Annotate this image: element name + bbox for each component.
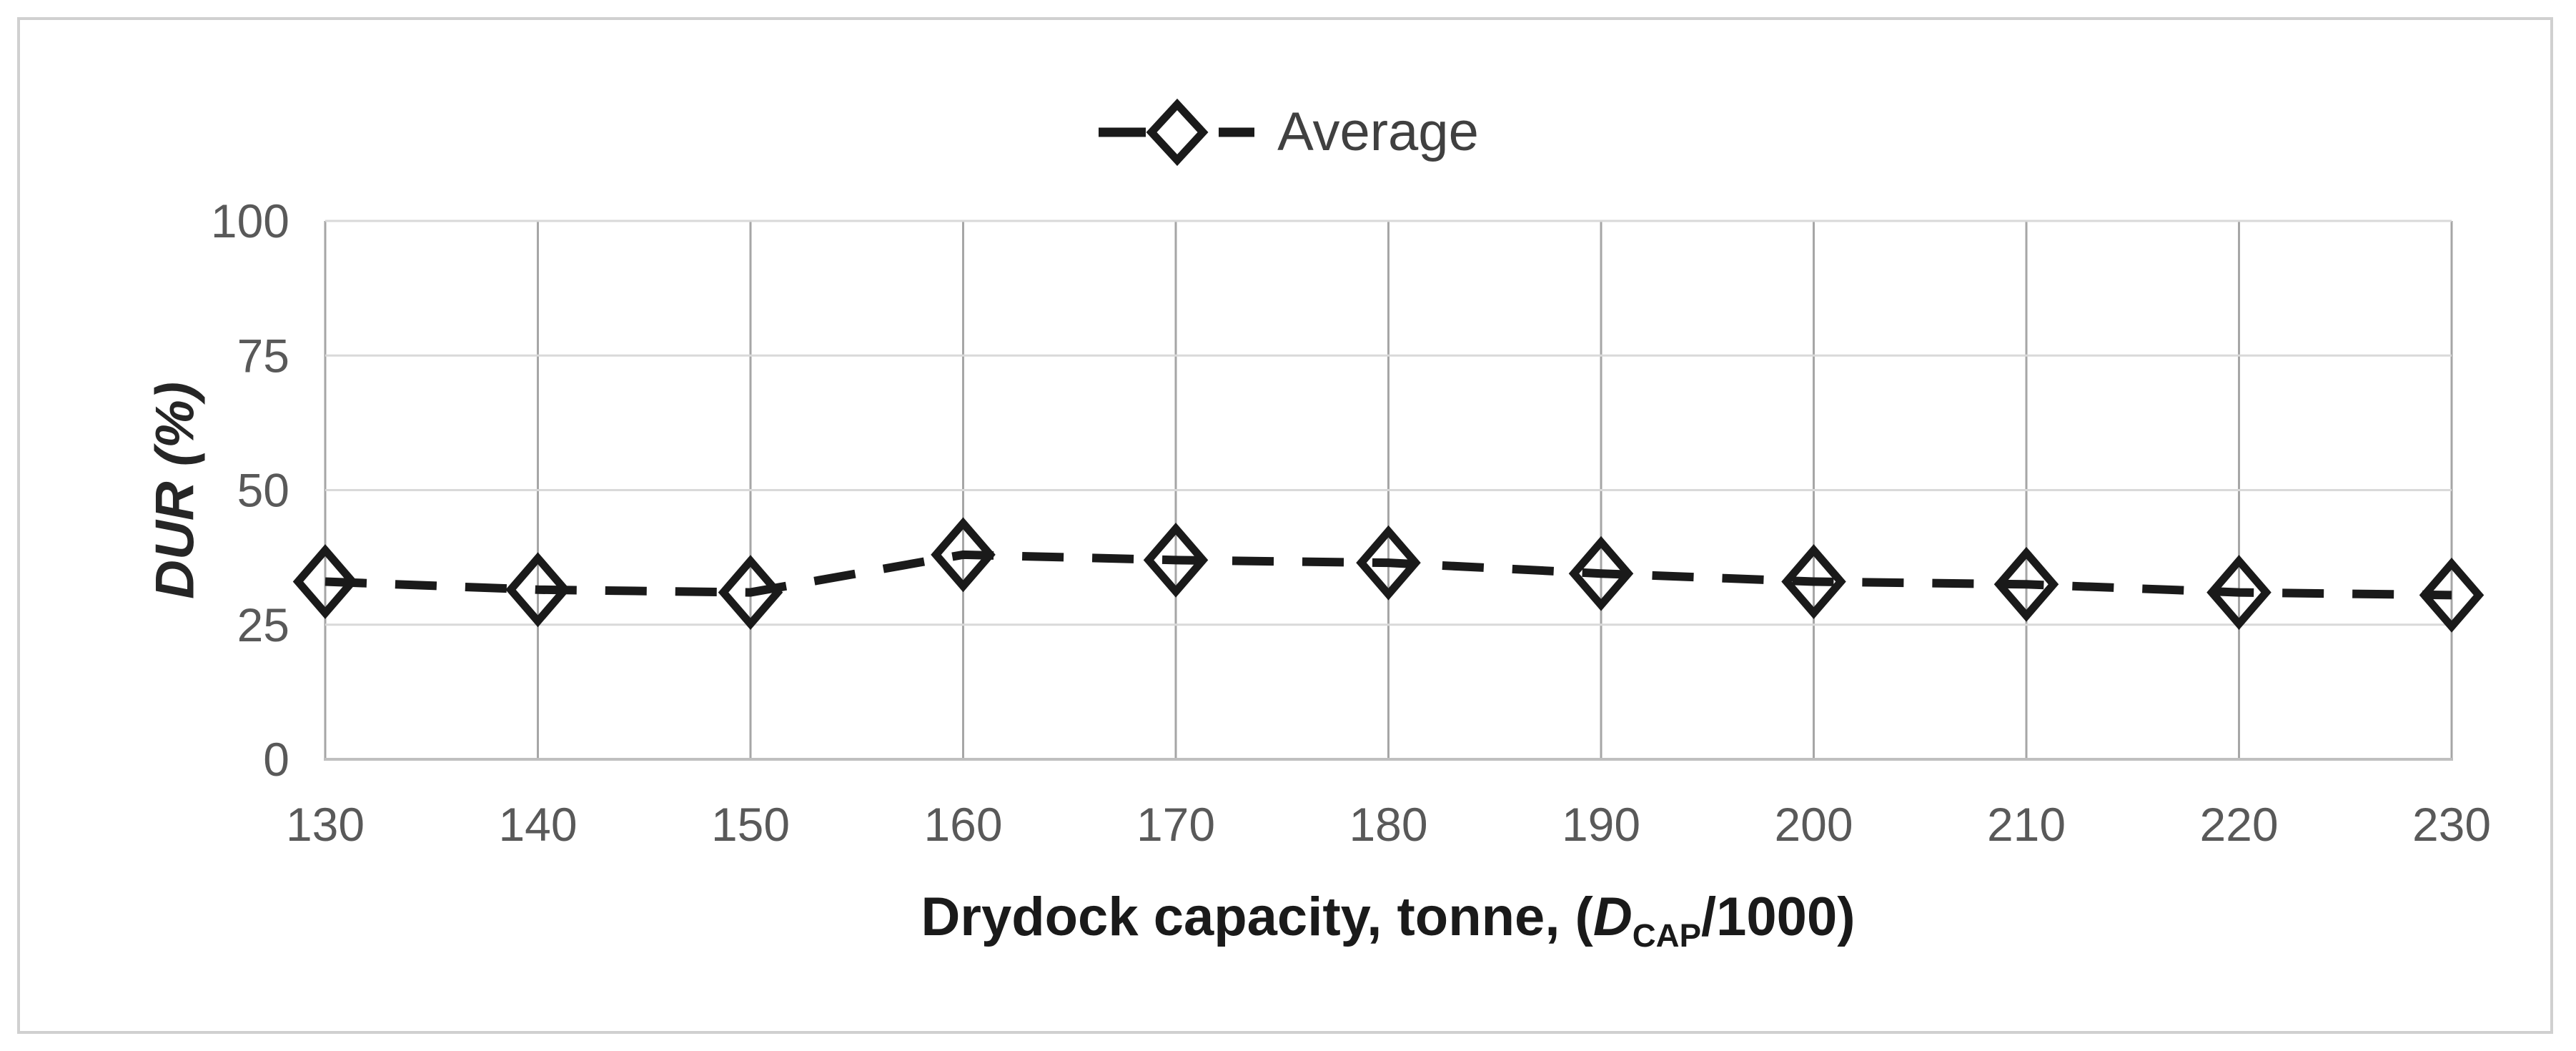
x-axis-title: Drydock capacity, tonne, (DCAP/1000) (921, 886, 1855, 954)
x-tick-label: 140 (498, 798, 577, 851)
x-tick-label: 210 (1987, 798, 2066, 851)
data-point-marker (718, 555, 783, 630)
x-tick-label: 180 (1349, 798, 1427, 851)
data-point-marker (1993, 546, 2059, 622)
x-tick-label: 230 (2412, 798, 2491, 851)
data-point-marker (931, 517, 996, 593)
legend: Average (0, 98, 2576, 167)
data-point-marker (1568, 536, 1634, 611)
y-tick-label: 25 (237, 598, 289, 651)
x-tick-label: 170 (1136, 798, 1215, 851)
data-point-marker (1781, 544, 1846, 619)
y-tick-label: 0 (263, 733, 289, 786)
data-point-marker (1143, 522, 1209, 598)
x-tick-label: 220 (2199, 798, 2278, 851)
data-point-marker (292, 544, 358, 619)
x-tick-label: 130 (286, 798, 365, 851)
x-tick-label: 160 (923, 798, 1002, 851)
legend-diamond-icon (1146, 98, 1209, 167)
x-tick-label: 200 (1774, 798, 1853, 851)
x-axis-title-subscript: CAP (1632, 917, 1702, 954)
figure-border (17, 17, 2553, 1034)
y-tick-label: 75 (237, 329, 289, 382)
x-axis-title-variable: D (1592, 887, 1633, 948)
data-point-marker (505, 552, 570, 628)
y-axis-title: DUR (%) (144, 382, 207, 599)
data-point-marker (2206, 555, 2272, 630)
x-axis-title-prefix: Drydock capacity, tonne, ( (921, 887, 1593, 948)
data-point-marker (2419, 557, 2485, 633)
y-axis-title-text: DUR (%) (144, 382, 206, 599)
series-line-average (325, 550, 2452, 600)
legend-marker-average (1099, 98, 1255, 167)
y-tick-label: 100 (211, 194, 289, 247)
x-axis-title-suffix: /1000) (1701, 887, 1856, 948)
data-point-marker (1356, 525, 1421, 601)
legend-label: Average (1277, 102, 1479, 162)
x-tick-label: 190 (1562, 798, 1640, 851)
x-tick-label: 150 (711, 798, 790, 851)
y-tick-label: 50 (237, 464, 289, 517)
